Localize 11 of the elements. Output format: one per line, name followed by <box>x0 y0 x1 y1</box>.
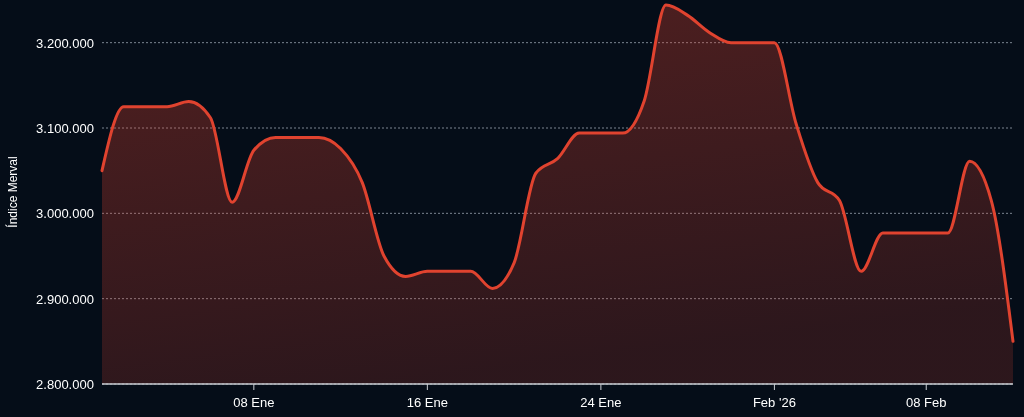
x-tick-label: 16 Ene <box>406 395 448 410</box>
x-tick-label: 24 Ene <box>580 395 622 410</box>
x-tick-label: 08 Feb <box>906 395 947 410</box>
y-tick-label: 3.000.000 <box>36 206 94 222</box>
x-tick-label: 08 Ene <box>233 395 275 410</box>
y-axis-title: Índice Merval <box>5 156 20 228</box>
y-tick-label: 2.800.000 <box>36 377 94 392</box>
y-tick-label: 3.100.000 <box>36 121 94 136</box>
x-tick-label: Feb '26 <box>752 395 796 410</box>
y-tick-label: 2.900.000 <box>36 291 94 307</box>
y-tick-label: 3.200.000 <box>36 35 94 51</box>
